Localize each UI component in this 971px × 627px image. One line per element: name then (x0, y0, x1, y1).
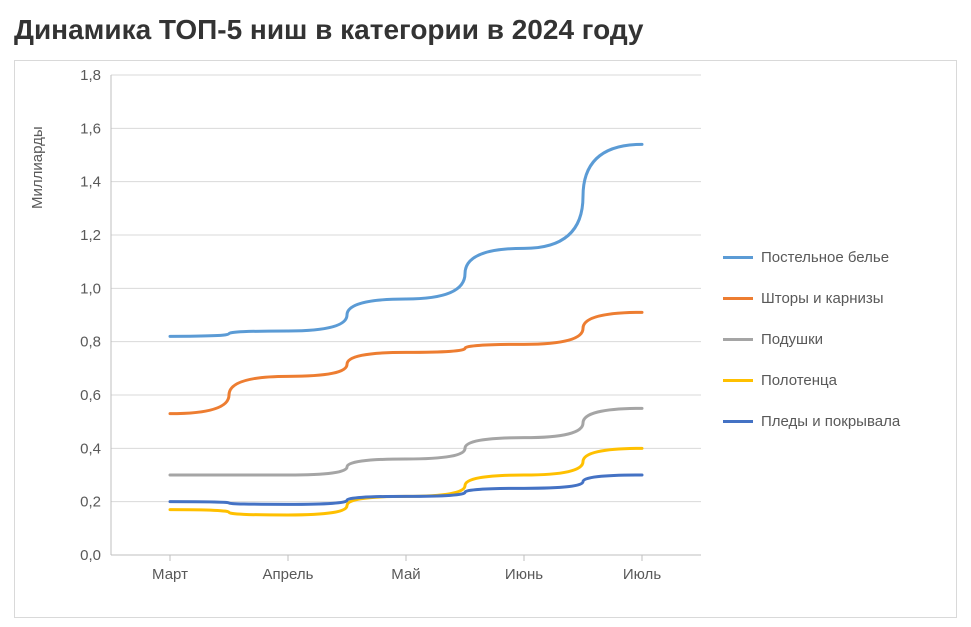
chart-svg: 0,0 0,2 0,4 0,6 0,8 1,0 1,2 1,4 1,6 1,8 Март Апрел… (15, 61, 715, 617)
svg-text:1,0: 1,0 (80, 280, 101, 297)
legend-swatch (723, 338, 753, 341)
chart-plot-area: Миллиарды 0,00,20,40,60,81,01,21,41,61,8… (15, 61, 715, 617)
legend-item: Постельное белье (723, 249, 942, 266)
legend-item: Шторы и карнизы (723, 290, 942, 307)
chart-container: Миллиарды 0,00,20,40,60,81,01,21,41,61,8… (14, 60, 957, 618)
svg-text:0,6: 0,6 (80, 387, 101, 404)
svg-text:0,4: 0,4 (80, 440, 101, 457)
legend-swatch (723, 297, 753, 300)
svg-text:Июнь: Июнь (505, 566, 543, 583)
svg-text:Март: Март (152, 566, 188, 583)
legend-label: Постельное белье (761, 249, 889, 266)
legend-item: Полотенца (723, 372, 942, 389)
svg-text:1,4: 1,4 (80, 174, 101, 191)
legend-label: Полотенца (761, 372, 837, 389)
legend: Постельное белье Шторы и карнизы Подушки… (715, 61, 956, 617)
svg-text:Июль: Июль (623, 566, 661, 583)
page-title: Динамика ТОП-5 ниш в категории в 2024 го… (14, 14, 957, 46)
svg-text:1,8: 1,8 (80, 67, 101, 84)
svg-text:1,6: 1,6 (80, 120, 101, 137)
legend-swatch (723, 256, 753, 259)
svg-text:0,2: 0,2 (80, 494, 101, 511)
legend-label: Шторы и карнизы (761, 290, 884, 307)
svg-text:0,0: 0,0 (80, 547, 101, 564)
legend-item: Подушки (723, 331, 942, 348)
legend-label: Подушки (761, 331, 823, 348)
svg-text:0,8: 0,8 (80, 334, 101, 351)
svg-text:Май: Май (391, 566, 420, 583)
legend-swatch (723, 379, 753, 382)
legend-label: Пледы и покрывала (761, 413, 900, 430)
legend-item: Пледы и покрывала (723, 413, 942, 430)
svg-text:1,2: 1,2 (80, 227, 101, 244)
legend-swatch (723, 420, 753, 423)
svg-text:Апрель: Апрель (263, 566, 314, 583)
